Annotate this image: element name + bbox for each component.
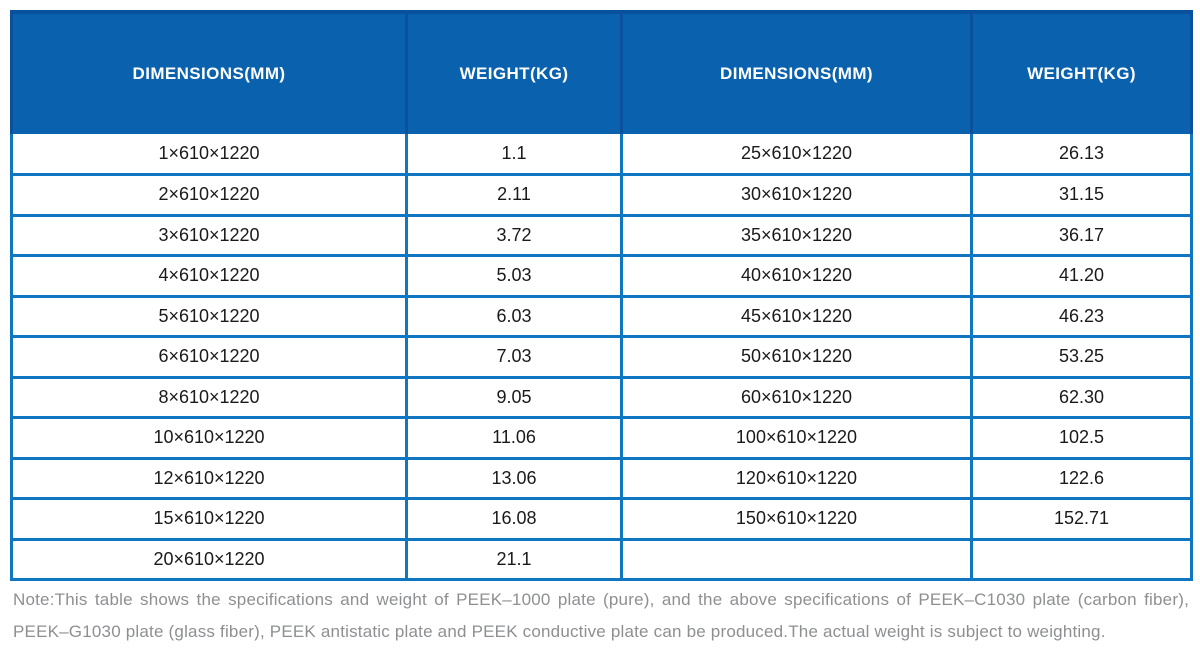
weight-cell: 26.13 [970,134,1193,176]
dimensions-cell: 120×610×1220 [620,456,973,500]
peek-plate-spec-table: DIMENSIONS(MM) WEIGHT(KG) DIMENSIONS(MM)… [10,10,1193,581]
weight-cell: 7.03 [405,335,623,379]
dimensions-cell: 60×610×1220 [620,375,973,419]
table-row: 10×610×1220 11.06 100×610×1220 102.5 [10,416,1193,460]
weight-cell: 36.17 [970,213,1193,257]
table-row: 2×610×1220 2.11 30×610×1220 31.15 [10,173,1193,217]
dimensions-cell: 25×610×1220 [620,134,973,176]
weight-cell: 21.1 [405,537,623,581]
dimensions-cell: 3×610×1220 [10,213,408,257]
weight-cell: 53.25 [970,335,1193,379]
dimensions-cell: 10×610×1220 [10,416,408,460]
dimensions-cell: 100×610×1220 [620,416,973,460]
weight-cell: 16.08 [405,497,623,541]
note-text: Note:This table shows the specifications… [13,590,1189,641]
col-header-dimensions-right: DIMENSIONS(MM) [620,10,973,134]
dimensions-cell: 2×610×1220 [10,173,408,217]
col-header-weight-right: WEIGHT(KG) [970,10,1193,134]
weight-cell: 2.11 [405,173,623,217]
weight-cell: 13.06 [405,456,623,500]
dimensions-cell: 50×610×1220 [620,335,973,379]
weight-cell: 5.03 [405,254,623,298]
weight-cell: 62.30 [970,375,1193,419]
dimensions-cell: 45×610×1220 [620,294,973,338]
weight-cell: 122.6 [970,456,1193,500]
table-row: 12×610×1220 13.06 120×610×1220 122.6 [10,456,1193,500]
weight-cell: 6.03 [405,294,623,338]
dimensions-cell: 150×610×1220 [620,497,973,541]
weight-cell: 41.20 [970,254,1193,298]
weight-cell: 3.72 [405,213,623,257]
table-row: 3×610×1220 3.72 35×610×1220 36.17 [10,213,1193,257]
weight-cell [970,537,1193,581]
table-row: 5×610×1220 6.03 45×610×1220 46.23 [10,294,1193,338]
table-row: 8×610×1220 9.05 60×610×1220 62.30 [10,375,1193,419]
dimensions-cell: 1×610×1220 [10,134,408,176]
weight-cell: 152.71 [970,497,1193,541]
header-row: DIMENSIONS(MM) WEIGHT(KG) DIMENSIONS(MM)… [10,10,1193,134]
col-header-dimensions-left: DIMENSIONS(MM) [10,10,408,134]
weight-cell: 1.1 [405,134,623,176]
weight-cell: 46.23 [970,294,1193,338]
dimensions-cell: 15×610×1220 [10,497,408,541]
dimensions-cell [620,537,973,581]
dimensions-cell: 4×610×1220 [10,254,408,298]
table-row: 4×610×1220 5.03 40×610×1220 41.20 [10,254,1193,298]
table-header: DIMENSIONS(MM) WEIGHT(KG) DIMENSIONS(MM)… [10,10,1193,134]
dimensions-cell: 8×610×1220 [10,375,408,419]
weight-cell: 31.15 [970,173,1193,217]
table-body: 1×610×1220 1.1 25×610×1220 26.13 2×610×1220 2… [10,134,1193,581]
col-header-weight-left: WEIGHT(KG) [405,10,623,134]
dimensions-cell: 30×610×1220 [620,173,973,217]
weight-cell: 11.06 [405,416,623,460]
dimensions-cell: 40×610×1220 [620,254,973,298]
dimensions-cell: 6×610×1220 [10,335,408,379]
dimensions-cell: 20×610×1220 [10,537,408,581]
weight-cell: 9.05 [405,375,623,419]
dimensions-cell: 35×610×1220 [620,213,973,257]
table-row: 1×610×1220 1.1 25×610×1220 26.13 [10,134,1193,176]
table-row: 20×610×1220 21.1 [10,537,1193,581]
table-row: 6×610×1220 7.03 50×610×1220 53.25 [10,335,1193,379]
dimensions-cell: 5×610×1220 [10,294,408,338]
weight-cell: 102.5 [970,416,1193,460]
dimensions-cell: 12×610×1220 [10,456,408,500]
table-row: 15×610×1220 16.08 150×610×1220 152.71 [10,497,1193,541]
